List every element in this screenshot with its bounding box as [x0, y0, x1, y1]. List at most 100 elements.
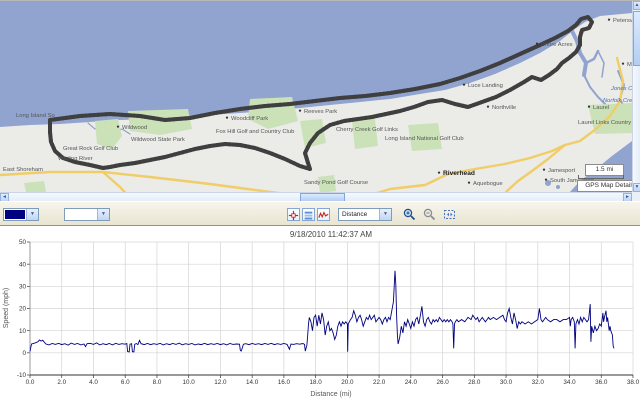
- map-label: Reeves Park: [304, 109, 337, 115]
- gps-application-window: Long Island So Wildwood Wildwood State Par…: [0, 0, 640, 401]
- curve-icon: [318, 210, 329, 221]
- map-label: Shore Acres: [541, 42, 573, 48]
- map-label: Cherry Creek Golf Links: [336, 127, 398, 133]
- chart-pane: 9/18/2010 11:42:37 AM 0.0 2.0 4.0 6.0 8.0 10.0…: [0, 226, 640, 401]
- x-tick-label: 16.0: [278, 379, 291, 386]
- x-tick-label: 2.0: [57, 379, 66, 386]
- track-color-combo[interactable]: ▼: [3, 208, 39, 221]
- chart-toolbar: ▼ ▼ Distance ▼: [0, 201, 640, 226]
- map-label: Wildwood State Park: [131, 137, 185, 143]
- map-label: Norfolk Creek: [603, 98, 632, 104]
- x-axis-title: Distance (mi): [310, 391, 351, 398]
- y-tick-label: 0: [22, 350, 26, 357]
- map-label: Great Rock Golf Club: [63, 146, 118, 152]
- map-vertical-scrollbar[interactable]: ▲ ▼: [632, 1, 640, 192]
- map-point-marker: [299, 110, 301, 112]
- x-tick-label: 34.0: [563, 379, 576, 386]
- map-point-marker: [226, 117, 228, 119]
- bands-button[interactable]: [302, 208, 315, 221]
- scrollbar-corner: [632, 192, 640, 201]
- crosshair-button[interactable]: [287, 208, 300, 221]
- x-tick-label: 38.0: [627, 379, 640, 386]
- map-label: East Shoreham: [3, 167, 43, 173]
- zoom-out-icon: [423, 208, 436, 221]
- map-label: Wading River: [58, 156, 93, 162]
- vertical-scroll-thumb[interactable]: [633, 11, 640, 66]
- x-axis-select[interactable]: Distance ▼: [338, 208, 392, 221]
- map-point-marker: [463, 84, 465, 86]
- x-axis-select-value: Distance: [339, 209, 379, 220]
- map-scale-bar: [578, 175, 624, 179]
- x-tick-label: 36.0: [595, 379, 608, 386]
- y-tick-label: 10: [19, 328, 27, 335]
- chevron-down-icon[interactable]: ▼: [379, 209, 391, 220]
- map-horizontal-scrollbar[interactable]: ◄ ►: [0, 192, 632, 201]
- y-axis-title: Speed (mph): [3, 288, 10, 328]
- chart-title: 9/18/2010 11:42:37 AM: [290, 230, 372, 239]
- x-tick-label: 8.0: [153, 379, 162, 386]
- map-point-marker: [543, 169, 545, 171]
- x-tick-label: 10.0: [183, 379, 196, 386]
- x-tick-label: 28.0: [468, 379, 481, 386]
- map-label: Laurel Links Country Club: [578, 120, 632, 126]
- map-label: Jamesport: [548, 168, 575, 174]
- zoom-fit-icon: [443, 208, 456, 221]
- secondary-color-combo[interactable]: ▼: [64, 208, 110, 221]
- zoom-out-button[interactable]: [422, 208, 436, 221]
- curve-button[interactable]: [317, 208, 330, 221]
- map-point-marker: [536, 43, 538, 45]
- secondary-color-swatch: [66, 210, 96, 219]
- zoom-in-button[interactable]: [402, 208, 416, 221]
- map-pane: Long Island So Wildwood Wildwood State Par…: [0, 1, 640, 201]
- speed-chart[interactable]: 9/18/2010 11:42:37 AM 0.0 2.0 4.0 6.0 8.0 10.0…: [0, 226, 640, 401]
- x-tick-label: 30.0: [500, 379, 513, 386]
- map-point-marker: [545, 179, 547, 181]
- y-tick-label: 20: [19, 306, 27, 313]
- gps-map[interactable]: Long Island So Wildwood Wildwood State Par…: [0, 1, 632, 192]
- chevron-down-icon[interactable]: ▼: [26, 209, 38, 220]
- track-color-swatch: [5, 210, 25, 219]
- map-point-marker: [468, 182, 470, 184]
- map-label: Sandy Pond Golf Course: [304, 180, 368, 186]
- map-point-marker: [438, 172, 440, 174]
- bands-icon: [303, 210, 314, 221]
- map-label: Long Island So: [16, 113, 55, 119]
- x-tick-label: 14.0: [246, 379, 259, 386]
- map-label: Woodcliff Park: [231, 116, 268, 122]
- zoom-fit-button[interactable]: [442, 208, 456, 221]
- map-label: Laurel: [593, 105, 609, 111]
- x-tick-label: 0.0: [26, 379, 35, 386]
- map-label: Wildwood: [122, 125, 147, 131]
- gps-map-detail-label: GPS Map Detail: [577, 180, 640, 192]
- zoom-in-icon: [403, 208, 416, 221]
- map-label: Petersville: [613, 18, 632, 24]
- chevron-down-icon[interactable]: ▼: [97, 209, 109, 220]
- x-tick-label: 24.0: [405, 379, 418, 386]
- map-point-marker: [117, 126, 119, 128]
- map-point-marker: [487, 106, 489, 108]
- x-tick-label: 4.0: [89, 379, 98, 386]
- map-label: Riverhead: [443, 170, 475, 177]
- map-point-marker: [622, 63, 624, 65]
- crosshair-icon: [288, 210, 299, 221]
- x-tick-label: 18.0: [309, 379, 322, 386]
- map-label: Long Island National Golf Club: [385, 136, 464, 142]
- map-point-marker: [608, 19, 610, 21]
- y-tick-label: 50: [19, 239, 27, 246]
- y-tick-label: 40: [19, 261, 27, 268]
- map-label: Aquebogue: [473, 181, 503, 187]
- map-pond: [556, 185, 560, 189]
- y-tick-label: 30: [19, 284, 27, 291]
- x-tick-label: 20.0: [341, 379, 354, 386]
- map-point-marker: [588, 106, 590, 108]
- map-label: Jones Creek: [610, 86, 632, 92]
- x-tick-label: 32.0: [532, 379, 545, 386]
- scroll-down-arrow-icon[interactable]: ▼: [633, 183, 640, 192]
- x-tick-label: 6.0: [121, 379, 130, 386]
- speed-series-line: [30, 271, 614, 352]
- map-label: Fox Hill Golf and Country Club: [216, 129, 294, 135]
- scroll-up-arrow-icon[interactable]: ▲: [633, 1, 640, 10]
- x-tick-label: 22.0: [373, 379, 386, 386]
- x-tick-label: 12.0: [214, 379, 227, 386]
- map-label: Northville: [492, 105, 516, 111]
